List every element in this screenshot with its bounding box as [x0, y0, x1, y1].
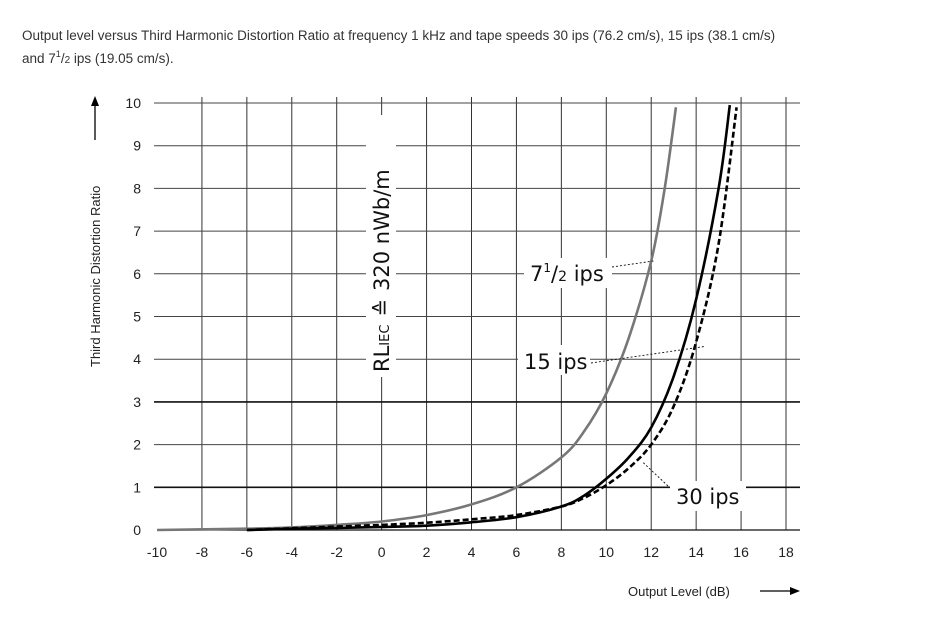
label-7-5-sep: / — [551, 262, 559, 286]
series-label-30-ips: 30 ips — [676, 485, 740, 509]
x-tick-label-10: 10 — [598, 544, 614, 560]
x-tick-label-0: 0 — [378, 544, 386, 560]
y-axis-label: Third Harmonic Distortion Ratio — [88, 186, 103, 367]
x-tick-label-14: 14 — [688, 544, 704, 560]
label-7-5-den: 2 — [558, 269, 567, 285]
y-axis-arrow — [91, 96, 99, 140]
y-tick-label-7: 7 — [133, 223, 141, 239]
grid — [154, 97, 800, 530]
x-tick-label-12: 12 — [643, 544, 659, 560]
label-bg-30 — [670, 481, 746, 511]
caption-line-2: and 71/2 ips (19.05 cm/s). — [22, 45, 927, 70]
series-group — [156, 104, 738, 532]
leader-7-5-ips — [611, 260, 654, 268]
x-axis-label: Output Level (dB) — [628, 584, 730, 599]
rl-sub: IEC — [378, 325, 393, 346]
y-tick-label-4: 4 — [133, 351, 141, 367]
caption-frac-sep: / — [60, 51, 65, 66]
rl-main: RL — [370, 345, 394, 372]
y-tick-label-3: 3 — [133, 394, 141, 410]
series-label-15-ips: 15 ips — [524, 350, 588, 374]
x-tick-label--8: -8 — [196, 544, 209, 560]
y-tick-label-0: 0 — [133, 522, 141, 538]
x-tick-label--6: -6 — [241, 544, 254, 560]
y-tick-label-8: 8 — [133, 180, 141, 196]
label-7-5-num: 1 — [543, 261, 551, 275]
figure-caption: Output level versus Third Harmonic Disto… — [22, 26, 927, 70]
y-tick-label-6: 6 — [133, 266, 141, 282]
rl-value: 320 nWb/m — [370, 169, 394, 291]
leader-lines — [590, 260, 706, 487]
caption-line-2-suffix: ips (19.05 cm/s). — [70, 51, 174, 66]
x-tick-label--10: -10 — [147, 544, 167, 560]
label-bg-15 — [518, 345, 590, 375]
leader-30-ips — [641, 461, 669, 487]
y-tick-label-2: 2 — [133, 437, 141, 453]
x-tick-label-16: 16 — [733, 544, 749, 560]
x-tick-label-6: 6 — [513, 544, 521, 560]
series-line-15-ips — [246, 104, 732, 532]
x-tick-label-2: 2 — [423, 544, 431, 560]
caption-line-2-prefix: and 7 — [22, 51, 56, 66]
series-line-7-5-ips — [156, 107, 678, 532]
y-tick-label-9: 9 — [133, 138, 141, 154]
series-line-30-ips — [246, 107, 738, 532]
rl-sym: ≙ — [370, 299, 394, 317]
x-tick-label-4: 4 — [468, 544, 476, 560]
x-axis-arrow — [760, 587, 800, 595]
y-tick-label-1: 1 — [133, 479, 141, 495]
series-label-7-5-ips: 71/2 ips — [530, 261, 604, 286]
caption-line-1: Output level versus Third Harmonic Disto… — [22, 28, 776, 43]
rl-iec-annotation: RLIEC ≙ 320 nWb/m — [370, 169, 394, 372]
label-7-5-unit: ips — [567, 262, 604, 286]
x-tick-label--4: -4 — [286, 544, 299, 560]
caption-frac-den: 2 — [64, 55, 71, 66]
x-tick-label-18: 18 — [778, 544, 794, 560]
label-bg-rl — [366, 115, 396, 377]
caption-frac-num: 1 — [55, 49, 61, 59]
label-7-5-main: 7 — [530, 262, 543, 286]
y-tick-label-5: 5 — [133, 309, 141, 325]
leader-15-ips — [590, 345, 706, 364]
x-tick-label-8: 8 — [557, 544, 565, 560]
y-tick-label-10: 10 — [125, 95, 141, 111]
label-bg-7-5 — [524, 258, 612, 288]
x-tick-label--2: -2 — [330, 544, 343, 560]
